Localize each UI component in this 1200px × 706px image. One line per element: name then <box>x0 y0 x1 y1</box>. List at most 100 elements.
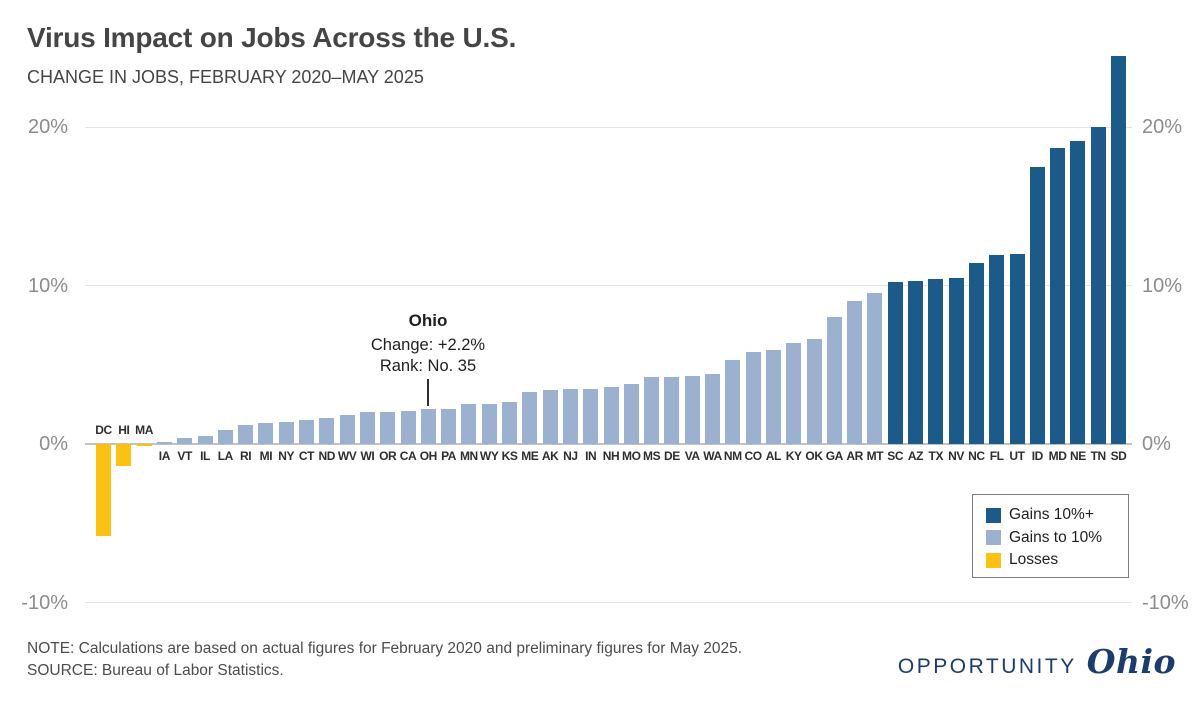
bar-PA <box>441 409 457 444</box>
bar-HI <box>116 444 132 467</box>
bar-MA <box>136 444 152 447</box>
y-axis-tick-left-10%: 10% <box>27 274 68 297</box>
legend-item-gains-10plus: Gains 10%+ <box>986 506 1128 524</box>
bar-ID <box>1029 166 1045 444</box>
state-label-NV: NV <box>948 449 965 463</box>
state-label-KS: KS <box>501 449 518 463</box>
state-label-PA: PA <box>441 449 457 463</box>
state-label-AL: AL <box>765 449 782 463</box>
state-label-MI: MI <box>259 449 273 463</box>
bar-CA <box>400 410 416 444</box>
bar-MT <box>867 293 883 444</box>
state-label-DE: DE <box>663 449 680 463</box>
state-label-NJ: NJ <box>563 449 578 463</box>
legend-label: Gains to 10% <box>1009 528 1103 546</box>
bar-NC <box>968 263 984 444</box>
annotation-callout-line <box>427 379 429 406</box>
bar-OK <box>806 339 822 444</box>
y-axis-tick-right-0%: 0% <box>1142 433 1171 455</box>
state-label-NE: NE <box>1069 449 1086 463</box>
y-axis-tick-right-10%: 10% <box>1142 274 1183 297</box>
legend: Gains 10%+ Gains to 10% Losses <box>972 494 1129 578</box>
state-label-IL: IL <box>200 449 210 463</box>
y-axis-tick-left-20%: 20% <box>27 116 68 138</box>
state-label-ME: ME <box>521 449 539 463</box>
footnote-source: SOURCE: Bureau of Labor Statistics. <box>27 661 284 679</box>
state-label-MA: MA <box>135 423 154 437</box>
y-axis-tick-left-0%: 0% <box>39 433 68 455</box>
state-label-GA: GA <box>825 449 844 463</box>
logo-text-ohio: Ohio <box>1086 642 1176 681</box>
state-label-AZ: AZ <box>907 449 924 463</box>
bar-AL <box>765 350 781 444</box>
page-subtitle: CHANGE IN JOBS, FEBRUARY 2020–MAY 2025 <box>27 67 424 87</box>
bar-SC <box>887 282 903 444</box>
bar-MI <box>258 422 274 444</box>
logo-text-opportunity: OPPORTUNITY <box>897 655 1077 678</box>
state-label-MS: MS <box>642 449 661 463</box>
bar-NH <box>603 386 619 444</box>
bar-MS <box>644 377 660 444</box>
bar-AR <box>847 301 863 444</box>
bar-VT <box>177 438 193 444</box>
state-label-AK: AK <box>541 449 559 463</box>
bar-GA <box>826 317 842 444</box>
state-label-TN: TN <box>1090 449 1107 463</box>
bar-VA <box>684 375 700 444</box>
annotation-state-name: Ohio <box>408 311 448 330</box>
annotation-rank: Rank: No. 35 <box>379 357 477 375</box>
bar-DC <box>96 444 111 536</box>
bar-KY <box>786 342 802 444</box>
state-label-WV: WV <box>337 449 357 463</box>
bar-KS <box>502 401 517 444</box>
state-label-TX: TX <box>928 449 944 463</box>
state-label-RI: RI <box>239 449 252 463</box>
annotation-change: Change: +2.2% <box>370 336 486 354</box>
footnote-note: NOTE: Calculations are based on actual f… <box>27 640 743 657</box>
state-label-CA: CA <box>399 449 417 463</box>
gridline-20% <box>85 126 1132 128</box>
state-label-HI: HI <box>118 423 130 437</box>
bar-OH <box>420 409 436 444</box>
footnote: NOTE: Calculations are based on actual f… <box>27 638 742 681</box>
y-axis-tick-right--10%: -10% <box>1142 591 1189 614</box>
bar-ME <box>522 391 538 444</box>
y-axis-tick-left--10%: -10% <box>21 591 68 614</box>
legend-label: Gains 10%+ <box>1009 506 1094 523</box>
bar-DE <box>664 376 680 444</box>
bar-UT <box>1009 253 1025 444</box>
bar-AK <box>542 390 558 444</box>
page-title: Virus Impact on Jobs Across the U.S. <box>27 22 517 53</box>
state-label-AR: AR <box>846 449 863 463</box>
state-label-DC: DC <box>95 423 112 437</box>
bar-OR <box>380 412 396 444</box>
bar-ND <box>319 417 335 444</box>
state-label-KY: KY <box>785 449 802 463</box>
state-label-CO: CO <box>744 449 762 463</box>
state-label-SC: SC <box>887 449 904 463</box>
state-label-WY: WY <box>479 449 499 463</box>
state-label-IN: IN <box>585 449 597 463</box>
state-label-ND: ND <box>318 449 336 463</box>
bar-WV <box>339 415 355 444</box>
state-label-MO: MO <box>622 449 641 463</box>
state-label-WI: WI <box>360 449 375 463</box>
bar-RI <box>238 424 254 444</box>
state-label-CT: CT <box>298 449 315 463</box>
state-label-OR: OR <box>379 449 397 463</box>
bar-SD <box>1111 55 1126 444</box>
ohio-annotation: Ohio Change: +2.2% Rank: No. 35 <box>317 311 539 377</box>
state-label-MT: MT <box>866 449 884 463</box>
state-label-NC: NC <box>968 449 985 463</box>
bar-NE <box>1070 141 1086 444</box>
bar-MD <box>1050 147 1066 444</box>
bar-MN <box>461 404 477 444</box>
state-label-ID: ID <box>1031 449 1044 463</box>
state-label-IA: IA <box>158 449 171 463</box>
legend-swatch-dark-blue <box>986 507 1001 523</box>
state-label-LA: LA <box>217 449 234 463</box>
state-label-MN: MN <box>459 449 478 463</box>
bar-CT <box>299 420 314 444</box>
state-label-UT: UT <box>1009 449 1025 463</box>
